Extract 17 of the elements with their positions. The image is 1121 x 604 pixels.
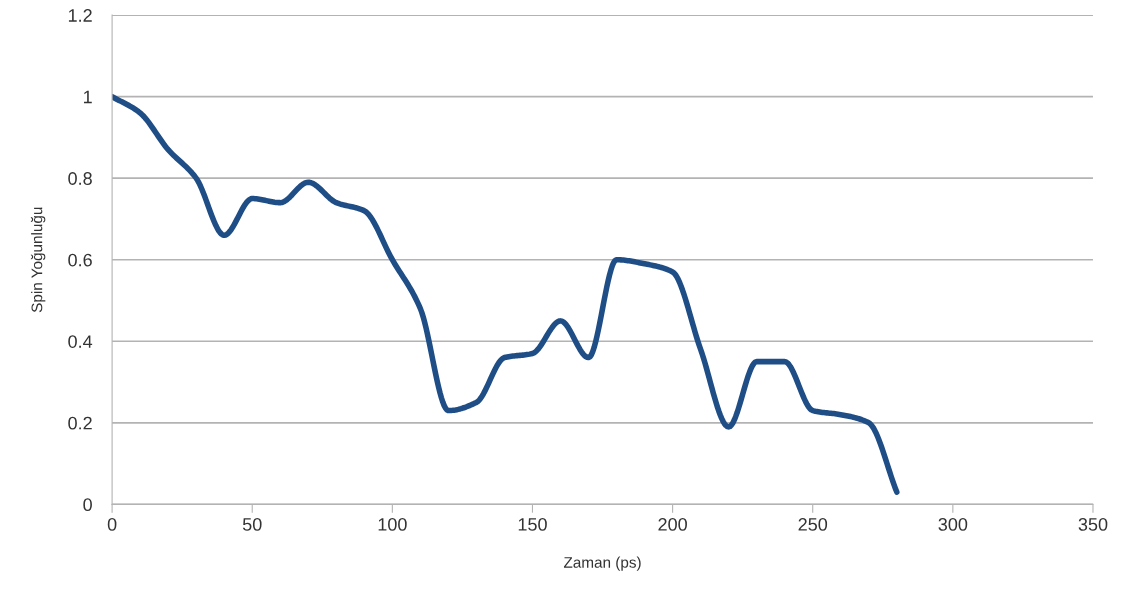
x-axis-title: Zaman (ps): [563, 556, 641, 571]
x-tick-label: 0: [107, 518, 117, 531]
y-tick-label: 0: [83, 498, 92, 512]
x-tick-label: 300: [938, 518, 968, 531]
y-tick-label: 1: [83, 90, 92, 104]
y-tick-label: 0.6: [68, 253, 92, 267]
x-tick-label: 200: [658, 518, 687, 531]
y-axis-title: Spin Yoğunluğu: [30, 207, 46, 313]
x-tick-label: 150: [518, 518, 547, 531]
x-tick-label: 350: [1078, 518, 1108, 531]
y-tick-label: 0.4: [68, 335, 93, 348]
x-tick-label: 100: [378, 518, 407, 531]
y-tick-label: 0.2: [68, 416, 92, 430]
x-tick-label: 50: [242, 518, 262, 531]
y-tick-label: 0.8: [68, 172, 92, 185]
x-tick-label: 250: [798, 518, 828, 531]
y-tick-label: 1.2: [68, 9, 92, 22]
